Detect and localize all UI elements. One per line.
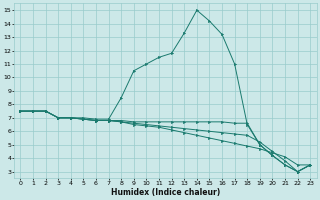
X-axis label: Humidex (Indice chaleur): Humidex (Indice chaleur) [111,188,220,197]
